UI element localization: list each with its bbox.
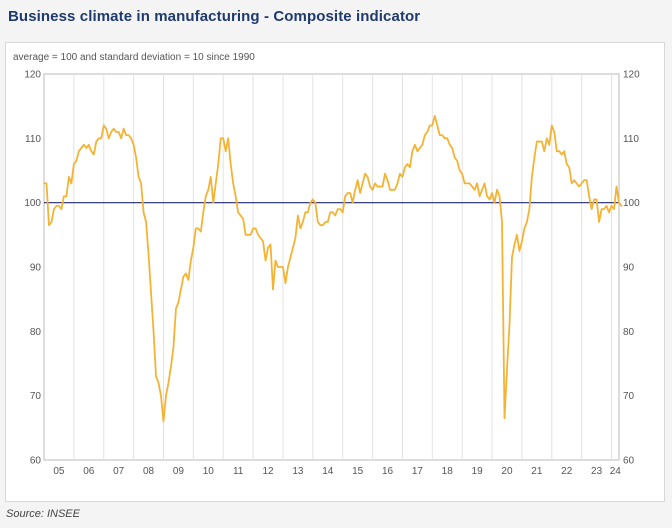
- series-line-composite-indicator: [43, 114, 623, 423]
- x-tick-label: 18: [442, 466, 454, 477]
- y-tick-label-left: 80: [30, 327, 42, 338]
- y-tick-label-right: 80: [623, 327, 635, 338]
- y-tick-label-right: 110: [623, 134, 639, 145]
- x-tick-label: 07: [113, 466, 125, 477]
- chart-subtitle: average = 100 and standard deviation = 1…: [13, 52, 255, 63]
- x-tick-label: 14: [322, 466, 334, 477]
- x-tick-label: 12: [262, 466, 274, 477]
- x-tick-label: 11: [233, 466, 244, 477]
- grid-lines: [73, 74, 613, 460]
- x-tick-label: 19: [472, 466, 484, 477]
- x-tick-label: 23: [591, 466, 603, 477]
- x-axis-ticks: 05 06 07 08 09 10 11 12 13 14 15 16 17 18 19 20 21 22 23 24: [53, 466, 621, 477]
- y-axis-ticks: 60 60 70 70 80 80 90 90 100 100 110 110 120 120: [24, 70, 640, 467]
- y-tick-label-right: 70: [623, 391, 635, 402]
- y-tick-label-right: 90: [623, 263, 635, 274]
- series-layer: [43, 114, 623, 423]
- x-tick-label: 15: [352, 466, 364, 477]
- y-tick-label-left: 70: [30, 391, 42, 402]
- x-tick-label: 10: [203, 466, 215, 477]
- y-tick-label-left: 110: [25, 134, 41, 145]
- y-tick-label-left: 90: [30, 263, 42, 274]
- x-tick-label: 24: [610, 466, 622, 477]
- x-tick-label: 20: [501, 466, 513, 477]
- y-tick-label-left: 60: [30, 456, 42, 467]
- x-tick-label: 21: [531, 466, 543, 477]
- y-tick-label-right: 100: [623, 198, 640, 209]
- plot-area: [43, 73, 620, 461]
- x-tick-label: 22: [561, 466, 573, 477]
- page-title: Business climate in manufacturing - Comp…: [8, 8, 421, 25]
- x-tick-label: 16: [382, 466, 394, 477]
- x-tick-label: 06: [83, 466, 95, 477]
- chart-frame: average = 100 and standard deviation = 1…: [5, 42, 665, 502]
- source-note: Source: INSEE: [6, 508, 80, 520]
- x-tick-label: 08: [143, 466, 155, 477]
- x-tick-label: 09: [173, 466, 185, 477]
- x-tick-label: 05: [53, 466, 65, 477]
- x-tick-label: 13: [292, 466, 304, 477]
- y-tick-label-right: 60: [623, 456, 635, 467]
- y-tick-label-right: 120: [623, 70, 640, 81]
- x-tick-label: 17: [412, 466, 424, 477]
- y-tick-label-left: 120: [24, 70, 41, 81]
- y-tick-label-left: 100: [24, 198, 41, 209]
